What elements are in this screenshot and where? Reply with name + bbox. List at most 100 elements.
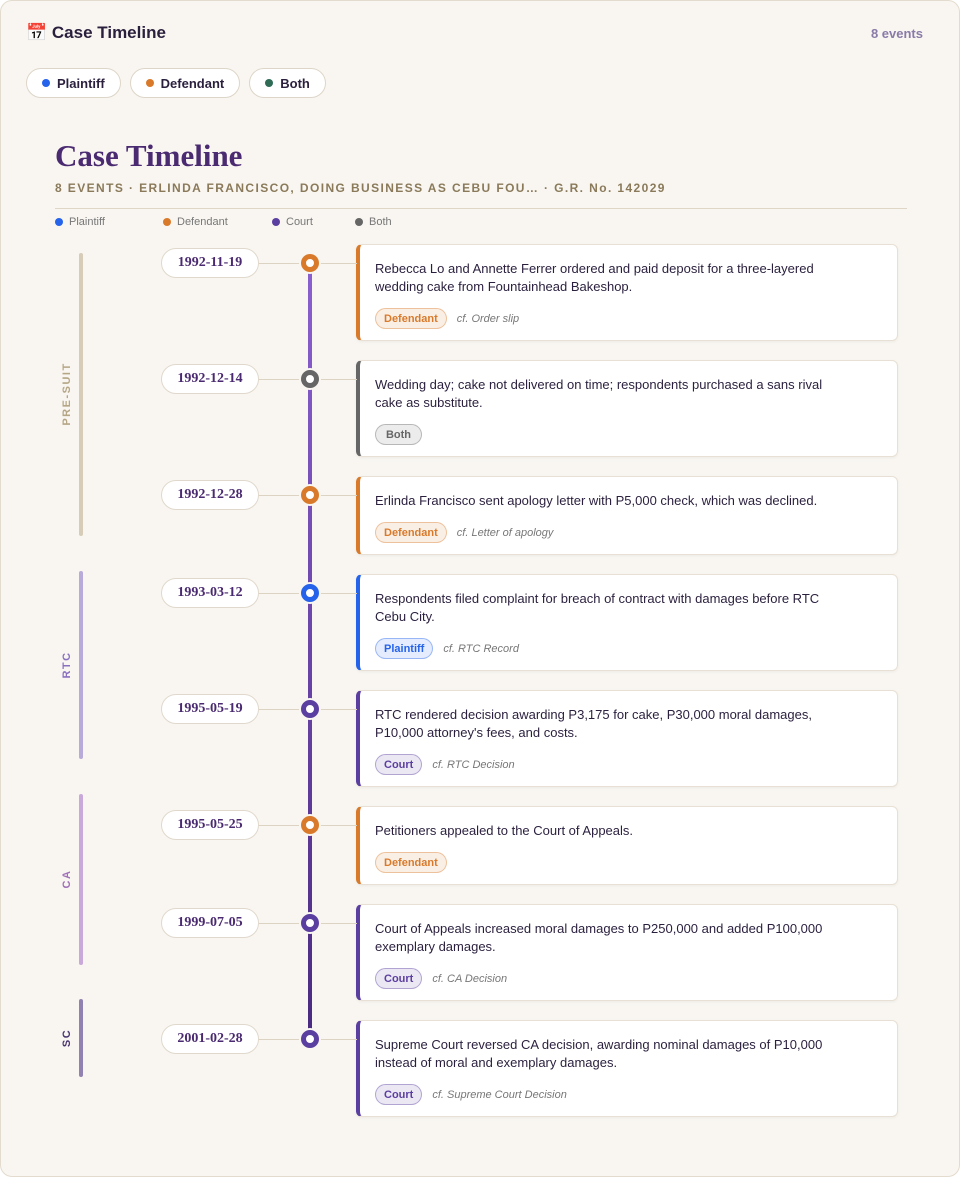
divider: [55, 208, 907, 209]
event-tag: Both: [375, 424, 422, 445]
connector: [259, 495, 303, 496]
event-date: 1993-03-12: [161, 578, 259, 608]
filter-label: Defendant: [160, 75, 225, 91]
event-tag: Defendant: [375, 852, 447, 873]
event-card: Court of Appeals increased moral damages…: [356, 904, 898, 1001]
connector: [317, 495, 357, 496]
filter-chip[interactable]: Plaintiff: [26, 68, 121, 98]
event-meta: Plaintiff cf. RTC Record: [375, 638, 837, 659]
event-dot: [301, 914, 319, 932]
filter-dot: [145, 79, 154, 87]
filter-chip[interactable]: Both: [249, 68, 326, 98]
event-cite: cf. RTC Decision: [432, 758, 515, 771]
phase-bar: [79, 794, 83, 965]
legend-dot: [163, 218, 171, 226]
event-dot: [301, 700, 319, 718]
event-card: Petitioners appealed to the Court of App…: [356, 806, 898, 885]
event-meta: Defendant cf. Letter of apology: [375, 522, 837, 543]
legend-label: Court: [286, 216, 313, 228]
event-card: Erlinda Francisco sent apology letter wi…: [356, 476, 898, 555]
phase-bar: [79, 253, 83, 536]
filter-dot: [42, 79, 50, 87]
event: 1992-11-19 Rebecca Lo and Annette Ferrer …: [1, 244, 959, 341]
phase-bar: [79, 571, 83, 759]
event-meta: Defendant: [375, 852, 837, 873]
header-title: 📅 Case Timeline: [26, 23, 166, 43]
event-text: Respondents filed complaint for breach o…: [375, 591, 820, 624]
event-dot: [301, 1030, 319, 1048]
legend-label: Defendant: [177, 216, 228, 228]
event-date: 1995-05-19: [161, 694, 259, 724]
filters: Plaintiff Defendant Both: [26, 68, 326, 98]
connector: [259, 593, 303, 594]
event-count: 8 events: [870, 26, 923, 41]
event-meta: Court cf. CA Decision: [375, 968, 837, 989]
filter-label: Both: [280, 75, 310, 91]
event-cite: cf. Order slip: [456, 312, 520, 325]
timeline-title: Case Timeline: [55, 138, 243, 173]
event-meta: Court cf. Supreme Court Decision: [375, 1084, 837, 1105]
connector: [317, 1039, 357, 1040]
event-cite: cf. RTC Record: [443, 642, 519, 655]
event: 1993-03-12 Respondents filed complaint fo…: [1, 574, 959, 671]
phase-bar: [79, 999, 83, 1077]
event-date: 1999-07-05: [161, 908, 259, 938]
event-date: 1995-05-25: [161, 810, 259, 840]
event-card: Wedding day; cake not delivered on time;…: [356, 360, 898, 457]
event-tag: Defendant: [375, 308, 447, 329]
event-tag: Plaintiff: [375, 638, 434, 659]
filter-dot: [265, 79, 274, 87]
connector: [259, 1039, 303, 1040]
legend-dot: [55, 218, 63, 226]
connector: [317, 263, 357, 264]
event-cite: cf. CA Decision: [432, 972, 508, 985]
filter-chip[interactable]: Defendant: [129, 68, 241, 98]
connector: [317, 379, 357, 380]
legend-label: Both: [369, 216, 392, 228]
event-dot: [301, 584, 319, 602]
event: 1999-07-05 Court of Appeals increased mor…: [1, 904, 959, 1001]
event-tag: Court: [375, 968, 423, 989]
connector: [259, 709, 303, 710]
event-text: Supreme Court reversed CA decision, awar…: [375, 1037, 823, 1070]
timeline-line: [308, 264, 312, 1040]
legend-item: Both: [355, 216, 392, 228]
event-dot: [301, 254, 319, 272]
event: 1995-05-19 RTC rendered decision awarding…: [1, 690, 959, 787]
legend-item: Plaintiff: [55, 216, 105, 228]
event-tag: Court: [375, 754, 423, 775]
event-tag: Defendant: [375, 522, 447, 543]
event-card: Respondents filed complaint for breach o…: [356, 574, 898, 671]
connector: [259, 923, 303, 924]
event-date: 2001-02-28: [161, 1024, 259, 1054]
event: 1992-12-14 Wedding day; cake not delivere…: [1, 360, 959, 457]
connector: [317, 825, 357, 826]
event-text: Erlinda Francisco sent apology letter wi…: [375, 493, 818, 508]
connector: [259, 825, 303, 826]
event-text: Petitioners appealed to the Court of App…: [375, 823, 634, 838]
legend-dot: [355, 218, 363, 226]
event-date: 1992-12-14: [161, 364, 259, 394]
legend-item: Defendant: [163, 216, 228, 228]
event-date: 1992-11-19: [161, 248, 259, 278]
legend-label: Plaintiff: [69, 216, 105, 228]
connector: [317, 709, 357, 710]
event-text: RTC rendered decision awarding P3,175 fo…: [375, 707, 812, 740]
event-cite: cf. Supreme Court Decision: [432, 1088, 567, 1101]
title: Case Timeline: [51, 23, 166, 42]
timeline-subtitle: 8 EVENTS · ERLINDA FRANCISCO, DOING BUSI…: [55, 181, 666, 195]
legend-item: Court: [272, 216, 313, 228]
event-cite: cf. Letter of apology: [456, 526, 554, 539]
event-text: Rebecca Lo and Annette Ferrer ordered an…: [375, 261, 814, 294]
connector: [317, 923, 357, 924]
event-dot: [301, 486, 319, 504]
event-meta: Both: [375, 424, 837, 445]
event-meta: Court cf. RTC Decision: [375, 754, 837, 775]
connector: [259, 263, 303, 264]
event: 1992-12-28 Erlinda Francisco sent apology…: [1, 476, 959, 555]
event-dot: [301, 370, 319, 388]
event-card: Rebecca Lo and Annette Ferrer ordered an…: [356, 244, 898, 341]
icon: 📅: [26, 23, 48, 42]
event: 2001-02-28 Supreme Court reversed CA deci…: [1, 1020, 959, 1117]
